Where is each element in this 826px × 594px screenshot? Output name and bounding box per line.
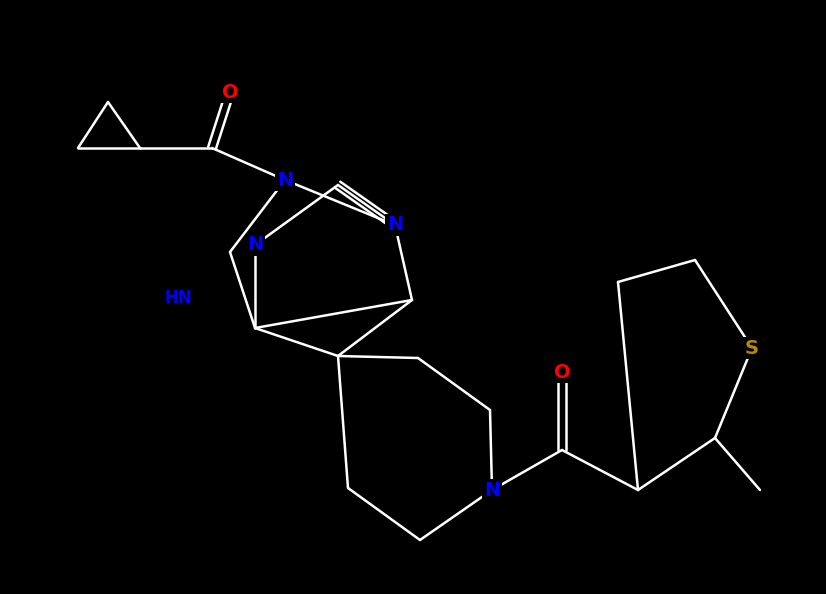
Text: HN: HN — [164, 289, 192, 307]
Text: N: N — [387, 216, 403, 235]
Text: N: N — [484, 481, 500, 500]
Text: O: O — [553, 362, 570, 381]
Text: O: O — [221, 83, 239, 102]
Text: N: N — [277, 170, 293, 189]
Text: N: N — [247, 235, 263, 254]
Text: S: S — [745, 339, 759, 358]
